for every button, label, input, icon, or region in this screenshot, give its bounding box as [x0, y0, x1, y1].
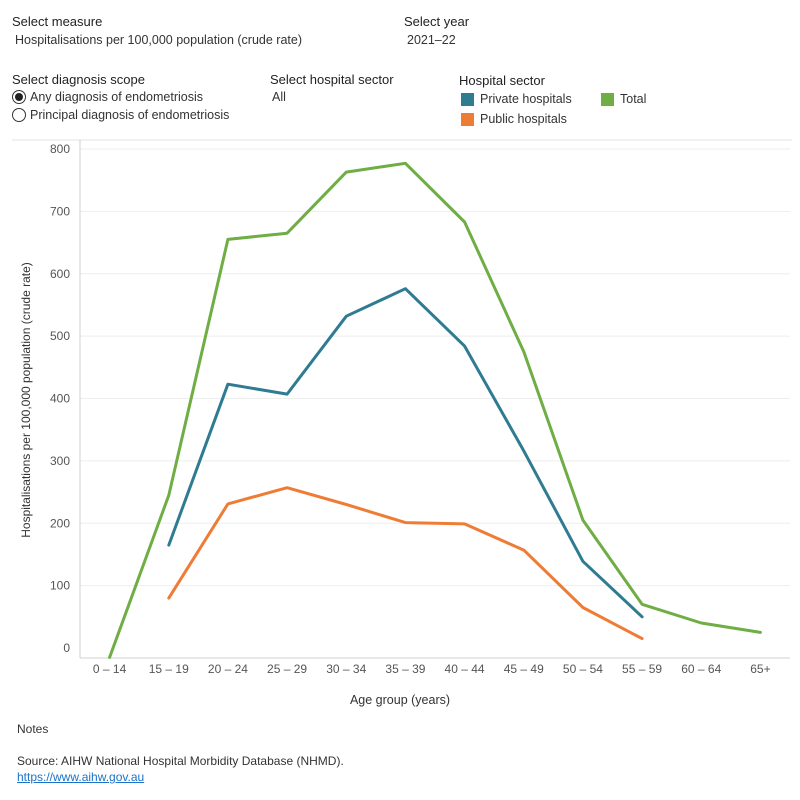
- series-line-public-hospitals[interactable]: [167, 486, 644, 641]
- y-tick-label: 0: [63, 641, 70, 655]
- x-tick-label: 60 – 64: [681, 662, 721, 676]
- legend-item-private[interactable]: Private hospitals: [461, 90, 572, 108]
- y-tick-label: 500: [50, 329, 70, 343]
- legend-swatch-public: [461, 112, 474, 126]
- radio-unselected-icon[interactable]: [12, 108, 26, 122]
- scope-option-principal-label: Principal diagnosis of endometriosis: [30, 108, 230, 122]
- x-tick-label: 40 – 44: [445, 662, 485, 676]
- x-tick-label: 25 – 29: [267, 662, 307, 676]
- series-line-private-hospitals[interactable]: [167, 287, 644, 619]
- y-tick-label: 300: [50, 454, 70, 468]
- notes-toggle[interactable]: Notes: [17, 722, 49, 736]
- legend-item-public[interactable]: Public hospitals: [461, 110, 567, 128]
- scope-radio-group: Any diagnosis of endometriosis Principal…: [12, 88, 229, 124]
- x-axis-title: Age group (years): [350, 693, 450, 707]
- x-tick-label: 55 – 59: [622, 662, 662, 676]
- y-tick-label: 800: [50, 142, 70, 156]
- series-line-total[interactable]: [108, 161, 762, 659]
- sector-label: Select hospital sector: [270, 72, 394, 87]
- radio-selected-icon[interactable]: [12, 90, 26, 104]
- legend-swatch-private: [461, 92, 474, 106]
- scope-option-any-label: Any diagnosis of endometriosis: [30, 90, 204, 104]
- y-tick-label: 600: [50, 267, 70, 281]
- x-tick-label: 45 – 49: [504, 662, 544, 676]
- source-link[interactable]: https://www.aihw.gov.au: [17, 770, 145, 784]
- y-tick-label: 400: [50, 392, 70, 406]
- x-tick-label: 50 – 54: [563, 662, 603, 676]
- source-text: Source: AIHW National Hospital Morbidity…: [17, 754, 344, 768]
- x-tick-label: 35 – 39: [385, 662, 425, 676]
- legend-item-total[interactable]: Total: [601, 90, 646, 108]
- x-tick-label: 65+: [750, 662, 770, 676]
- scope-option-principal[interactable]: Principal diagnosis of endometriosis: [12, 106, 229, 124]
- measure-label: Select measure: [12, 14, 103, 29]
- x-tick-label: 15 – 19: [149, 662, 189, 676]
- year-label: Select year: [404, 14, 470, 29]
- y-tick-label: 700: [50, 204, 70, 218]
- y-tick-label: 100: [50, 579, 70, 593]
- x-tick-label: 30 – 34: [326, 662, 366, 676]
- legend-label-public: Public hospitals: [480, 112, 567, 126]
- x-tick-label: 0 – 14: [93, 662, 127, 676]
- legend-swatch-total: [601, 92, 614, 106]
- line-chart: 0 100 200 300 400 500 600 700 800 0 – 14 15 – 19 2…: [12, 139, 792, 707]
- x-tick-label: 20 – 24: [208, 662, 248, 676]
- sector-select[interactable]: All: [272, 90, 286, 104]
- scope-label: Select diagnosis scope: [12, 72, 145, 87]
- measure-select[interactable]: Hospitalisations per 100,000 population …: [15, 33, 302, 47]
- y-axis-title: Hospitalisations per 100,000 population …: [19, 262, 33, 538]
- legend-title: Hospital sector: [459, 73, 545, 88]
- year-select[interactable]: 2021–22: [407, 33, 456, 47]
- scope-option-any[interactable]: Any diagnosis of endometriosis: [12, 88, 229, 106]
- legend-label-private: Private hospitals: [480, 92, 572, 106]
- y-tick-label: 200: [50, 516, 70, 530]
- legend-label-total: Total: [620, 92, 647, 106]
